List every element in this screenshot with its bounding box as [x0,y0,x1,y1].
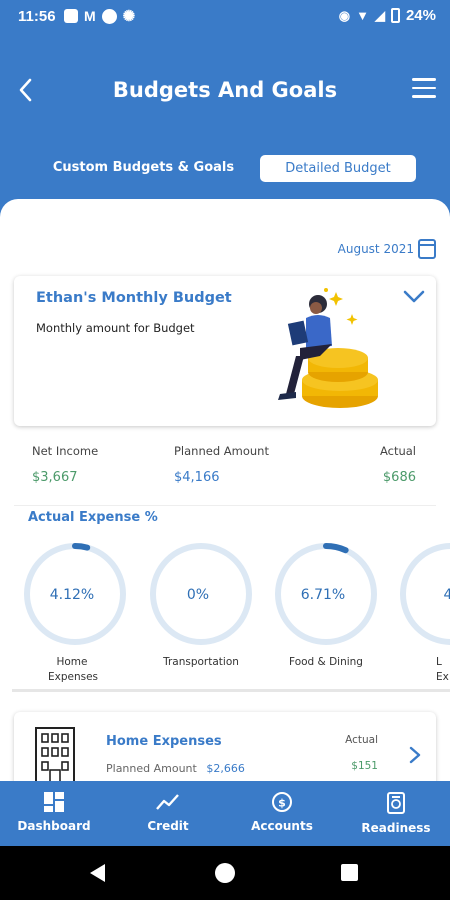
ring-percent: 0% [186,587,210,603]
readiness-icon [387,792,405,814]
battery-icon [390,8,400,23]
credit-icon [156,794,179,810]
planned-stat: Planned Amount $4,166 [174,444,269,485]
vibrate-icon: ◉ [338,7,351,23]
actual-value: $686 [382,470,416,485]
ring-percent: 6.71% [300,587,346,603]
ring-food-dining[interactable]: 6.71% Food & Dining [271,539,381,670]
actual-stat: Actual $686 [380,444,416,485]
nav-credit[interactable]: Credit [118,791,218,833]
tab-custom-budgets[interactable]: Custom Budgets & Goals [52,160,235,175]
wifi-icon: ▼ [356,8,369,23]
expense-rings: 4.12% Home Expenses 0% Transportation 6.… [0,539,450,689]
planned-value: $4,166 [174,470,220,485]
building-icon [35,727,75,781]
ring-label: L Ex [436,656,449,683]
chevron-right-icon[interactable] [408,744,422,766]
ring-label: Transportation [163,656,239,668]
budget-illustration [278,288,378,408]
planned-value: $2,666 [206,762,245,775]
ring-label: Home Expenses [48,656,99,683]
menu-button[interactable] [412,78,436,98]
settings-icon: ✺ [122,8,136,25]
bottom-navigation: Dashboard Credit $ Accounts Readiness [0,781,450,846]
main-panel: August 2021 Ethan's Monthly Budget Month… [0,199,450,781]
status-bar: 11:56 M ✺ ◉ ▼ ◢ 24% [0,0,450,34]
progress-ring [400,543,450,645]
nav-dashboard[interactable]: Dashboard [4,791,104,833]
nav-label: Accounts [251,819,313,833]
category-card[interactable]: Home Expenses Planned Amount $2,666 Actu… [14,712,436,781]
page-title: Budgets And Goals [112,78,338,102]
system-home-icon[interactable] [215,863,235,883]
chevron-left-icon [19,78,32,102]
ring-percent: 4.12% [49,587,95,603]
progress-ring [275,543,377,645]
nav-accounts[interactable]: $ Accounts [232,791,332,833]
net-income-value: $3,667 [32,470,78,485]
signal-icon: ◢ [374,7,385,23]
ring-label: Food & Dining [289,656,363,668]
ring-partial[interactable]: 4 L Ex [396,539,450,685]
net-income-label: Net Income [32,444,99,458]
nav-label: Credit [147,819,189,833]
dashboard-icon [44,792,64,812]
system-recents-icon[interactable] [341,864,358,881]
hamburger-icon [412,78,436,81]
net-income-stat: Net Income $3,667 [32,444,98,485]
chevron-down-icon[interactable] [402,288,426,306]
category-title: Home Expenses [106,734,222,749]
actual-expense-title: Actual Expense % [28,510,158,525]
svg-text:$: $ [278,797,286,810]
budget-title: Ethan's Monthly Budget [36,290,232,306]
budget-subtitle: Monthly amount for Budget [36,321,195,335]
calendar-icon [418,239,436,259]
accounts-icon: $ [272,792,292,812]
nav-readiness[interactable]: Readiness [346,791,446,835]
nav-label: Readiness [361,821,431,835]
divider [14,505,436,506]
budget-card: Ethan's Monthly Budget Monthly amount fo… [14,276,436,426]
status-time: 11:56 [18,8,56,25]
system-back-icon[interactable] [90,864,105,882]
category-actual-label: Actual [345,734,378,746]
ring-transportation[interactable]: 0% Transportation [146,539,256,670]
ring-home-expenses[interactable]: 4.12% Home Expenses [20,539,130,685]
progress-ring [24,543,126,645]
category-planned: Planned Amount $2,666 [106,762,245,775]
date-selector[interactable]: August 2021 [338,239,436,259]
system-navigation-bar [0,846,450,900]
dot-icon [101,8,117,24]
planned-label: Planned Amount [106,762,197,775]
nav-label: Dashboard [17,819,91,833]
date-label: August 2021 [337,242,414,256]
notification-icon [64,9,78,23]
tab-detailed-budget[interactable]: Detailed Budget [260,155,416,182]
gmail-icon: M [84,8,96,24]
planned-label: Planned Amount [174,444,269,458]
battery-percent: 24% [405,7,436,24]
category-actual-value: $151 [351,760,378,772]
ring-percent: 4 [443,587,450,603]
section-divider [12,689,450,692]
actual-label: Actual [379,444,416,458]
back-button[interactable] [16,76,38,104]
progress-ring [150,543,252,645]
